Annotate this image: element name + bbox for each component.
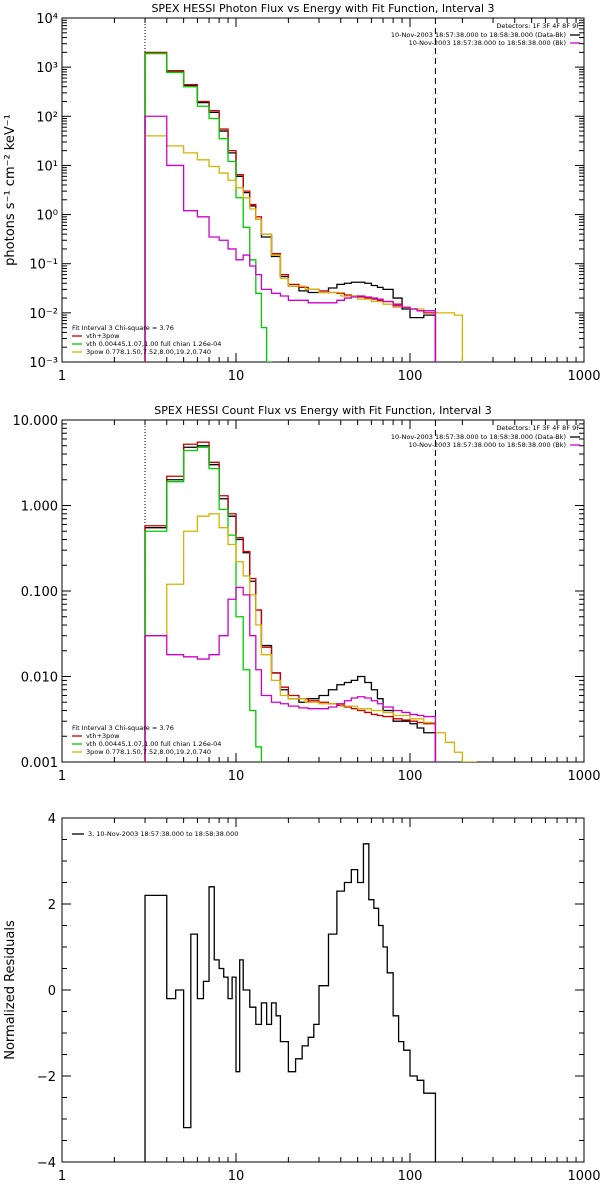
x-tick-label: 1 [58,369,66,384]
y-tick-label: 10¹ [36,159,58,174]
legend-entry-label: 10-Nov-2003 18:57:38.000 to 18:58:38.000… [391,31,566,39]
y-tick-label: 10⁰ [36,209,58,224]
x-tick-label: 100 [398,769,423,784]
y-tick-label: −4 [37,1156,56,1171]
series-vth-line [144,52,273,362]
x-tick-label: 10 [228,369,245,384]
chart-title: SPEX HESSI Count Flux vs Energy with Fit… [154,404,491,417]
y-tick-label: 10.000 [13,414,59,429]
x-tick-label: 10 [228,1169,245,1184]
photon-flux-panel: SPEX HESSI Photon Flux vs Energy with Fi… [3,2,600,384]
y-tick-label: −2 [37,1070,56,1085]
residuals-panel: 1 10 100 1000 −4 −2 0 2 4 Normalized Residuals 3, … [3,812,600,1184]
series-data-bk-line [144,445,437,762]
y-axis-label: Normalized Residuals [3,920,18,1060]
legend-fit-header: Fit Interval 3 Chi-square = 3.76 [72,724,174,732]
y-tick-label: 10⁴ [36,12,58,27]
series-vth-line [144,446,263,762]
chart-title: SPEX HESSI Photon Flux vs Energy with Fi… [151,2,494,15]
legend-entry-label: 10-Nov-2003 18:57:38.000 to 18:58:38.000… [409,441,566,449]
y-tick-label: 10⁻² [29,307,58,322]
legend-entry-label: 3pow 0.778,1.50,7.52,8.00,19.2,0.740 [86,748,211,756]
y-tick-label: 0 [48,984,56,999]
legend-detectors-header: Detectors: 1F 3F 4F 8F 9F [496,424,580,432]
y-tick-label: 10⁻¹ [29,258,58,273]
series-residuals-line [144,843,437,1162]
y-axis-label: photons s⁻¹ cm⁻² keV⁻¹ [3,114,18,266]
x-tick-label: 1000 [567,769,600,784]
y-tick-label: 10³ [36,61,58,76]
y-tick-label: 0.100 [21,585,58,600]
legend-entry-label: 10-Nov-2003 18:57:38.000 to 18:58:38.000… [391,433,566,441]
legend-entry-label: 3, 10-Nov-2003 18:57:38.000 to 18:58:38.… [88,830,238,838]
x-tick-label: 10 [228,769,245,784]
series-bk-line [144,586,437,762]
legend-entry-label: vth+3pow [86,332,120,340]
y-tick-label: 0.010 [21,671,58,686]
x-tick-label: 100 [398,1169,423,1184]
series-group [144,441,477,762]
series-data-bk-line [144,52,437,362]
plot-frame [61,817,585,1163]
legend-entry-label: vth+3pow [86,732,120,740]
series-3pow-line [144,513,477,762]
y-tick-label: 1.000 [21,500,58,515]
plot-frame [61,419,585,763]
x-tick-label: 1000 [567,369,600,384]
series-group [144,843,437,1162]
y-tick-label: 2 [48,898,56,913]
series-bk-line [144,115,437,362]
legend-entry-label: 3pow 0.778,1.50,7.52,8.00,19.2,0.740 [86,348,211,356]
legend-detectors-header: Detectors: 1F 3F 4F 8F 9F [496,22,580,30]
count-flux-panel: SPEX HESSI Count Flux vs Energy with Fit… [13,404,600,784]
series-vth-3pow-line [144,441,437,762]
x-tick-label: 1 [58,1169,66,1184]
y-tick-label: 0.001 [21,756,58,771]
plot-frame [61,17,585,363]
x-tick-label: 1000 [567,1169,600,1184]
y-tick-label: 10² [36,110,58,125]
series-group [144,51,464,362]
legend-entry-label: 10-Nov-2003 18:57:38.000 to 18:58:38.000… [409,39,566,47]
y-tick-label: 4 [48,812,56,827]
legend-entry-label: vth 0.00445,1.07,1.00 full chian 1.26e-0… [86,340,221,348]
series-vth-3pow-line [144,51,437,362]
legend-fit-header: Fit Interval 3 Chi-square = 3.76 [72,324,174,332]
legend-entry-label: vth 0.00445,1.07,1.00 full chian 1.26e-0… [86,740,221,748]
x-tick-label: 100 [398,369,423,384]
y-tick-label: 10⁻³ [29,356,58,371]
x-tick-label: 1 [58,769,66,784]
